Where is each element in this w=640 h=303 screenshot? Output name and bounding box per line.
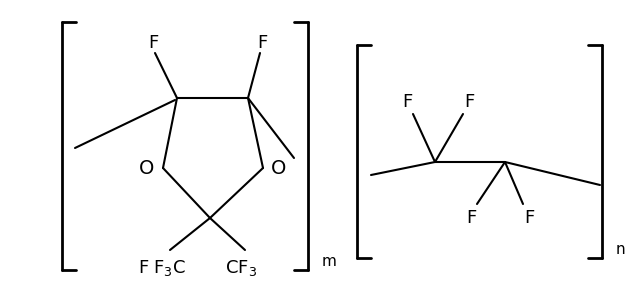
Text: O: O [271, 158, 287, 178]
Text: F: F [464, 93, 474, 111]
Text: F: F [257, 34, 267, 52]
Text: $\mathregular{F_3C}$: $\mathregular{F_3C}$ [153, 258, 186, 278]
Text: F: F [148, 34, 158, 52]
Text: O: O [140, 158, 155, 178]
Text: n: n [616, 242, 626, 258]
Text: F: F [402, 93, 412, 111]
Text: m: m [322, 255, 337, 269]
Text: F: F [138, 259, 148, 277]
Text: F: F [466, 209, 476, 227]
Text: $\mathregular{CF_3}$: $\mathregular{CF_3}$ [225, 258, 257, 278]
Text: F: F [524, 209, 534, 227]
